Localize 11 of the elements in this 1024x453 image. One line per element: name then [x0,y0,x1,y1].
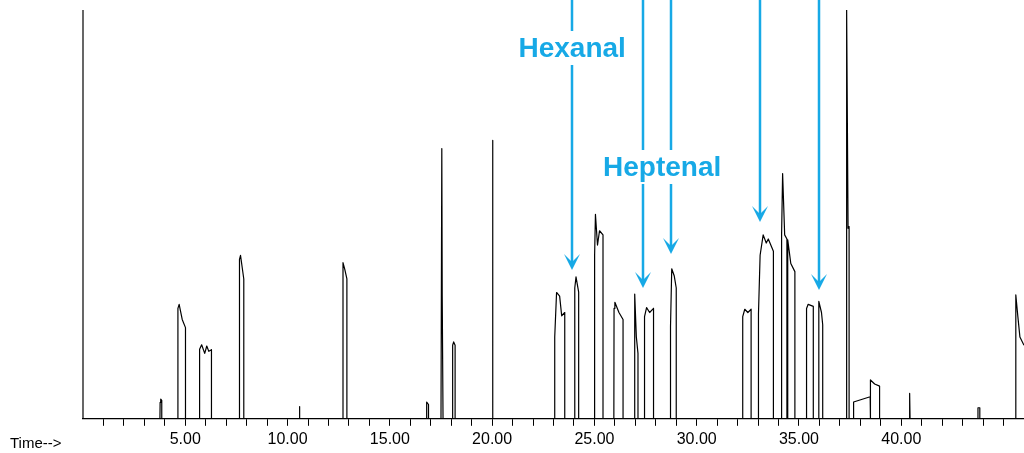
annotation: Hexanal [518,31,626,65]
x-tick-label: 15.00 [369,429,410,447]
x-tick-label: 35.00 [778,429,820,447]
x-tick-label: 40.00 [881,429,922,447]
x-tick-label: 30.00 [676,429,717,447]
x-tick-label: 25.00 [574,429,615,447]
x-tick-label: 10.00 [267,429,308,447]
x-tick-label: 20.00 [472,429,513,447]
annotation: Heptenal [603,150,722,184]
x-axis-title: Time--> [10,433,62,451]
x-tick-label: 5.00 [169,429,201,447]
